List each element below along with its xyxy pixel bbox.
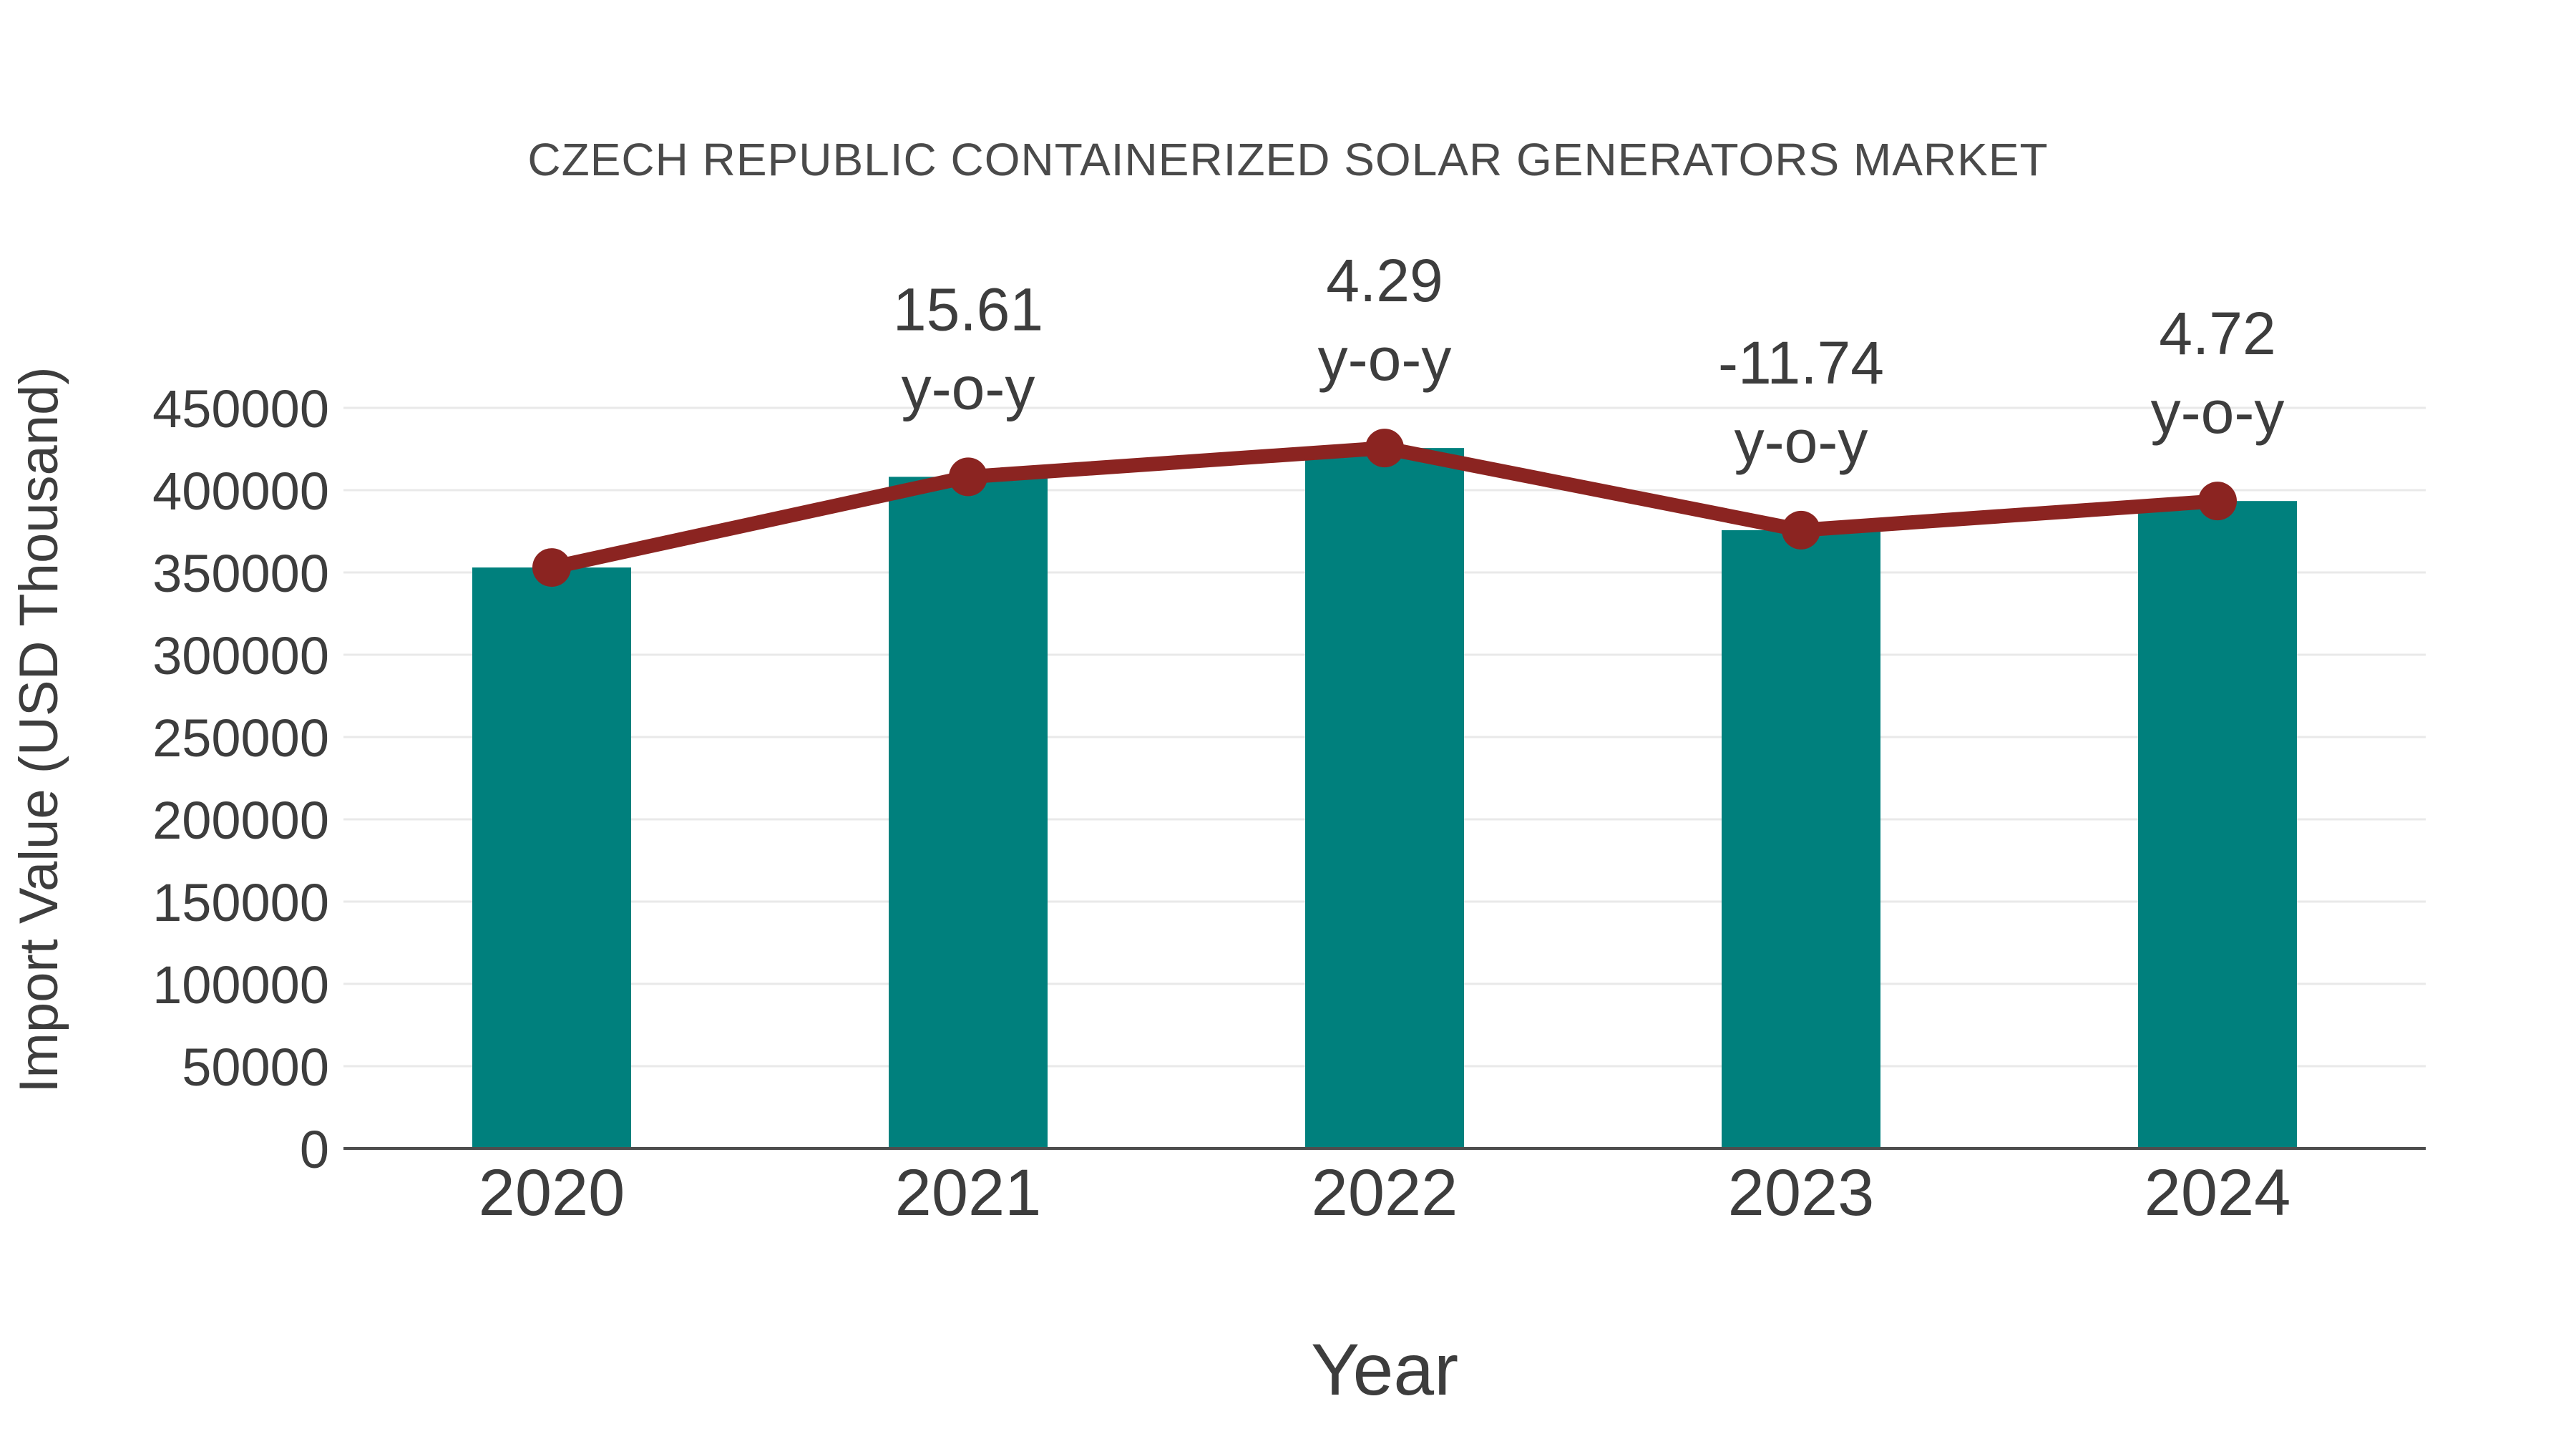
y-tick-label: 0: [300, 1120, 329, 1179]
y-tick-label: 450000: [152, 379, 329, 439]
annotation-value-2023: -11.74: [1718, 329, 1884, 396]
y-tick-label: 200000: [152, 791, 329, 850]
bar-2023: [1722, 530, 1880, 1148]
x-tick-label: 2020: [479, 1156, 625, 1229]
chart-title: CZECH REPUBLIC CONTAINERIZED SOLAR GENER…: [527, 134, 2049, 185]
bar-2022: [1305, 448, 1464, 1148]
annotation-value-2022: 4.29: [1326, 247, 1443, 314]
y-tick-label: 300000: [152, 626, 329, 686]
marker-2021: [949, 457, 987, 497]
y-tick-label: 50000: [182, 1038, 329, 1097]
x-tick-label: 2023: [1728, 1156, 1875, 1229]
annotation-value-2024: 4.72: [2159, 300, 2276, 367]
x-tick-label: 2021: [895, 1156, 1042, 1229]
annotation-suffix-2022: y-o-y: [1318, 326, 1452, 393]
y-tick-label: 400000: [152, 462, 329, 521]
y-tick-label: 250000: [152, 708, 329, 768]
y-tick-label: 150000: [152, 873, 329, 932]
y-tick-label: 350000: [152, 544, 329, 603]
y-tick-label: 100000: [152, 955, 329, 1015]
x-tick-label: 2022: [1312, 1156, 1458, 1229]
marker-2024: [2198, 482, 2237, 521]
x-tick-label: 2024: [2145, 1156, 2291, 1229]
bar-2021: [889, 477, 1048, 1148]
bar-2020: [472, 567, 631, 1148]
marker-2023: [1782, 510, 1820, 550]
annotation-value-2021: 15.61: [893, 275, 1043, 343]
marker-2020: [532, 548, 571, 587]
annotation-suffix-2021: y-o-y: [902, 354, 1035, 421]
marker-2022: [1365, 429, 1404, 468]
annotation-suffix-2024: y-o-y: [2151, 379, 2285, 446]
bar-2024: [2138, 501, 2297, 1148]
x-axis-title: Year: [1310, 1329, 1459, 1410]
annotation-suffix-2023: y-o-y: [1735, 408, 1868, 475]
